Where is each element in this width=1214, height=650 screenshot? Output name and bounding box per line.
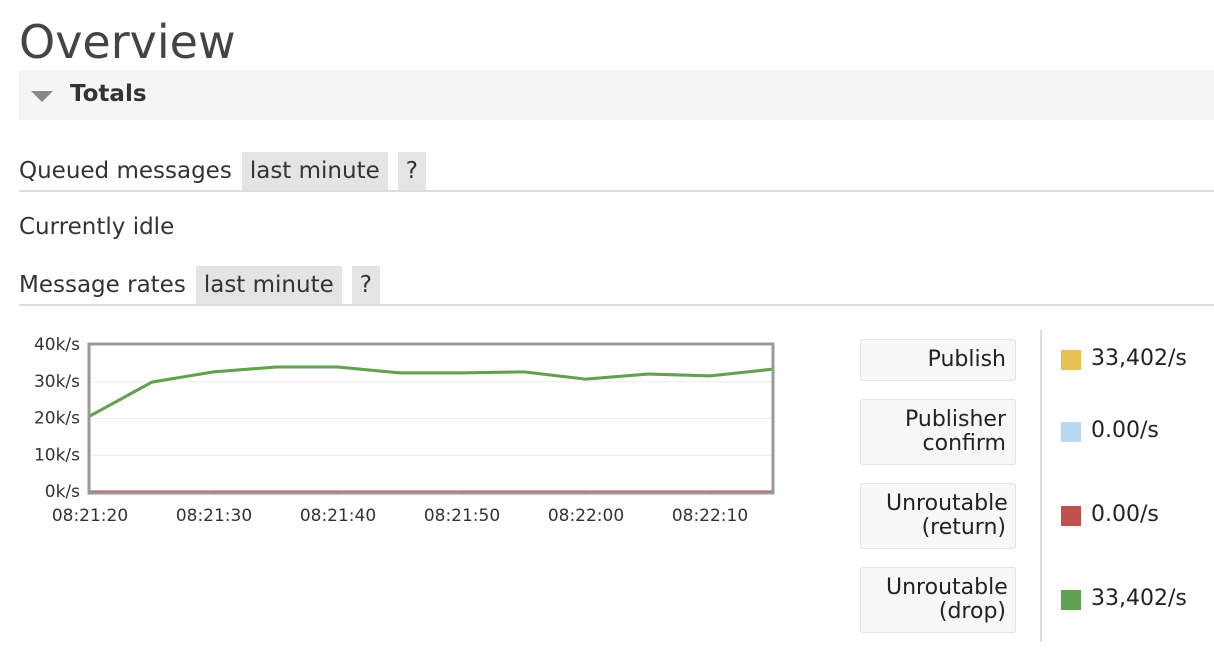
legend-swatch [1061,590,1081,610]
legend-label: Unroutable (drop) [886,575,1008,624]
separator [1040,330,1042,642]
legend-button[interactable]: Unroutable (return) [860,483,1016,549]
plot-frame [87,342,775,495]
legend-swatch [1061,422,1081,442]
x-tick-label: 08:21:30 [176,506,252,526]
y-tick-label: 30k/s [34,372,80,392]
x-tick-label: 08:21:20 [52,506,128,526]
legend-label: Publish [927,347,1006,372]
legend-rate: 0.00/s [1091,502,1159,527]
legend-swatch [1061,350,1081,370]
series-line [89,365,773,418]
x-tick-label: 08:21:40 [300,506,376,526]
legend-rate: 0.00/s [1091,418,1159,443]
section-title: Totals [70,81,147,107]
x-tick-label: 08:21:50 [424,506,500,526]
page-title: Overview [19,15,236,69]
queued-row: Queued messages last minute ? [19,152,1214,192]
totals-header[interactable]: Totals [19,70,1214,120]
y-tick-label: 40k/s [34,335,80,355]
legend-label: Unroutable (return) [886,491,1008,540]
row-label: Message rates [19,272,186,298]
rates-row: Message rates last minute ? [19,266,1214,306]
legend-rate: 33,402/s [1091,586,1187,611]
x-tick-label: 08:22:00 [548,506,624,526]
row-label: Queued messages [19,158,232,184]
legend-button[interactable]: Unroutable (drop) [860,567,1016,633]
help-button[interactable]: ? [397,152,426,190]
legend-swatch [1061,506,1081,526]
legend-button[interactable]: Publisher confirm [860,399,1016,465]
collapse-arrow[interactable] [31,91,53,102]
y-tick-label: 0k/s [45,482,80,502]
x-tick-label: 08:22:10 [672,506,748,526]
chart: 0k/s 10k/s 20k/s 30k/s 40k/s 08:21:20 08:21:30… [34,335,775,526]
help-button[interactable]: ? [351,266,380,304]
range-selector[interactable]: last minute [241,152,388,190]
idle-text: Currently idle [19,214,175,240]
legend-button[interactable]: Publish [860,339,1016,381]
range-selector[interactable]: last minute [195,266,342,304]
legend-rate: 33,402/s [1091,346,1187,371]
legend-label: Publisher confirm [905,407,1006,456]
y-tick-label: 10k/s [34,445,80,465]
y-tick-label: 20k/s [34,409,80,429]
